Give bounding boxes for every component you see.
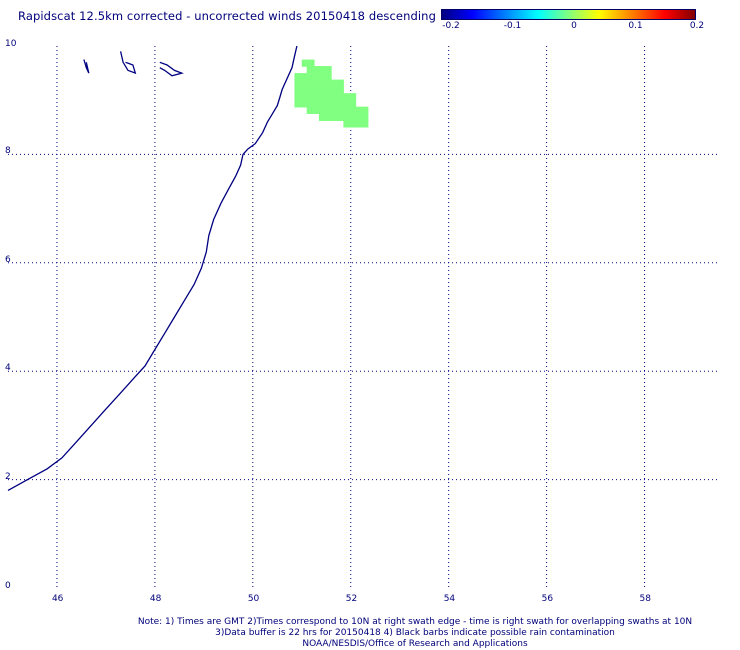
wind-cell — [318, 79, 332, 87]
wind-cell — [318, 93, 332, 101]
x-tick-label: 48 — [149, 594, 162, 604]
wind-cell — [294, 86, 308, 94]
note-line-3: NOAA/NESDIS/Office of Research and Appli… — [302, 639, 528, 649]
y-tick-label: 6 — [5, 254, 11, 265]
colorbar-legend — [441, 9, 696, 20]
x-tick-label: 58 — [639, 594, 651, 604]
y-tick-label: 0 — [5, 581, 11, 591]
x-tick-label: 50 — [247, 594, 260, 604]
wind-cell — [331, 106, 344, 114]
wind-cell — [294, 79, 308, 87]
x-tick-label: 54 — [443, 594, 456, 604]
wind-cell — [343, 120, 357, 128]
wind-cell — [318, 66, 332, 74]
colorbar-tick: 0.1 — [628, 21, 643, 31]
wind-cell — [306, 79, 320, 87]
x-tick-label: 46 — [51, 594, 64, 604]
note-line-1: Note: 1) Times are GMT 2)Times correspon… — [137, 617, 693, 627]
colorbar-tick: -0.1 — [503, 21, 522, 31]
note-line-2: 3)Data buffer is 22 hrs for 20150418 4) … — [215, 628, 615, 638]
wind-cell — [294, 100, 308, 108]
wind-cell — [355, 120, 369, 128]
wind-cell — [306, 66, 320, 74]
coastline — [7, 45, 298, 491]
wind-cell — [343, 100, 357, 108]
wind-cell — [318, 73, 332, 81]
wind-cell — [318, 113, 332, 122]
colorbar-tick: 0 — [571, 21, 577, 31]
island-outline — [119, 51, 137, 75]
colorbar-tick: -0.2 — [442, 21, 460, 31]
wind-cell — [306, 106, 320, 114]
wind-cell — [306, 93, 320, 101]
wind-cell — [318, 100, 332, 108]
wind-cell — [294, 93, 308, 101]
island-outline — [83, 59, 90, 74]
y-tick-label: 10 — [5, 39, 17, 49]
y-tick-label: 8 — [5, 146, 11, 157]
wind-cell — [301, 59, 315, 67]
wind-cell — [331, 93, 344, 101]
wind-difference-cells — [294, 59, 369, 128]
island-outline — [159, 61, 184, 77]
wind-cell — [306, 86, 320, 94]
map-plot — [7, 45, 718, 588]
wind-cell — [355, 113, 369, 122]
wind-cell — [343, 106, 357, 114]
wind-cell — [331, 100, 344, 108]
wind-cell — [318, 86, 332, 94]
wind-cell — [331, 113, 344, 122]
wind-cell — [318, 106, 332, 114]
x-tick-label: 52 — [345, 594, 358, 604]
y-tick-label: 4 — [5, 363, 11, 374]
footnotes: Note: 1) Times are GMT 2)Times correspon… — [0, 617, 740, 650]
wind-cell — [331, 79, 344, 87]
wind-cell — [331, 86, 344, 94]
wind-cell — [306, 100, 320, 108]
wind-cell — [355, 106, 369, 114]
wind-cell — [343, 113, 357, 122]
coastline-line — [7, 45, 298, 491]
wind-cell — [306, 73, 320, 81]
colorbar-tick: 0.2 — [689, 21, 705, 31]
wind-cell — [294, 73, 308, 81]
x-tick-label: 56 — [541, 594, 554, 604]
wind-cell — [343, 93, 357, 101]
y-tick-label: 2 — [5, 471, 11, 482]
chart-title: Rapidscat 12.5km corrected - uncorrected… — [18, 9, 436, 23]
